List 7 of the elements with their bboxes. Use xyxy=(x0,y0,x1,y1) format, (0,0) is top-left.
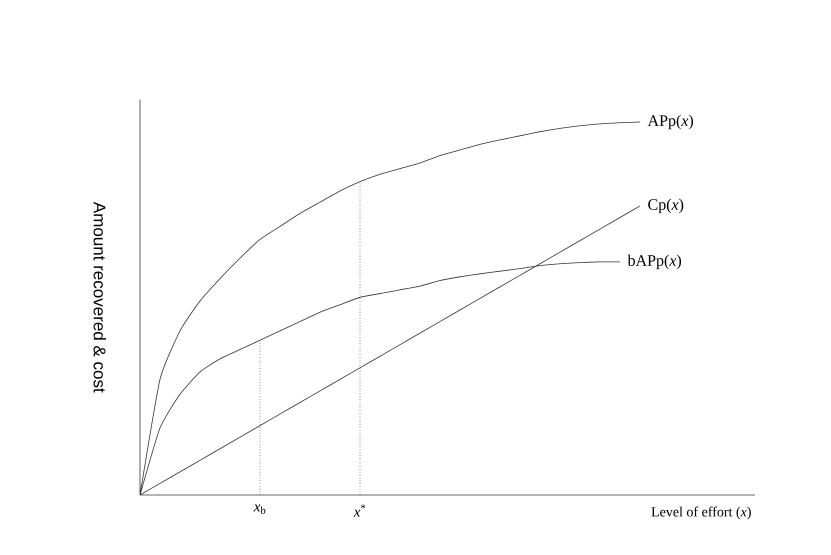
series-label: Cp(x) xyxy=(648,198,684,214)
x-tick-label: x$_{b}$ xyxy=(254,504,266,514)
series-label: bAPp(x) xyxy=(628,254,682,270)
series-label: APp(x) xyxy=(648,114,694,130)
y-axis-title: Amount recovered & cost xyxy=(94,202,106,393)
x-tick-label: x$^{*}$ xyxy=(354,504,366,517)
x-axis-title: Level of effort (x) xyxy=(651,506,751,520)
